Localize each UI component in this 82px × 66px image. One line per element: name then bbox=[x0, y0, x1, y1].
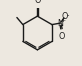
Text: O: O bbox=[59, 32, 65, 41]
Text: +: + bbox=[60, 18, 66, 23]
Text: O: O bbox=[62, 12, 68, 21]
Text: N: N bbox=[57, 19, 63, 28]
Text: O: O bbox=[34, 0, 41, 5]
Text: -: - bbox=[66, 12, 69, 18]
